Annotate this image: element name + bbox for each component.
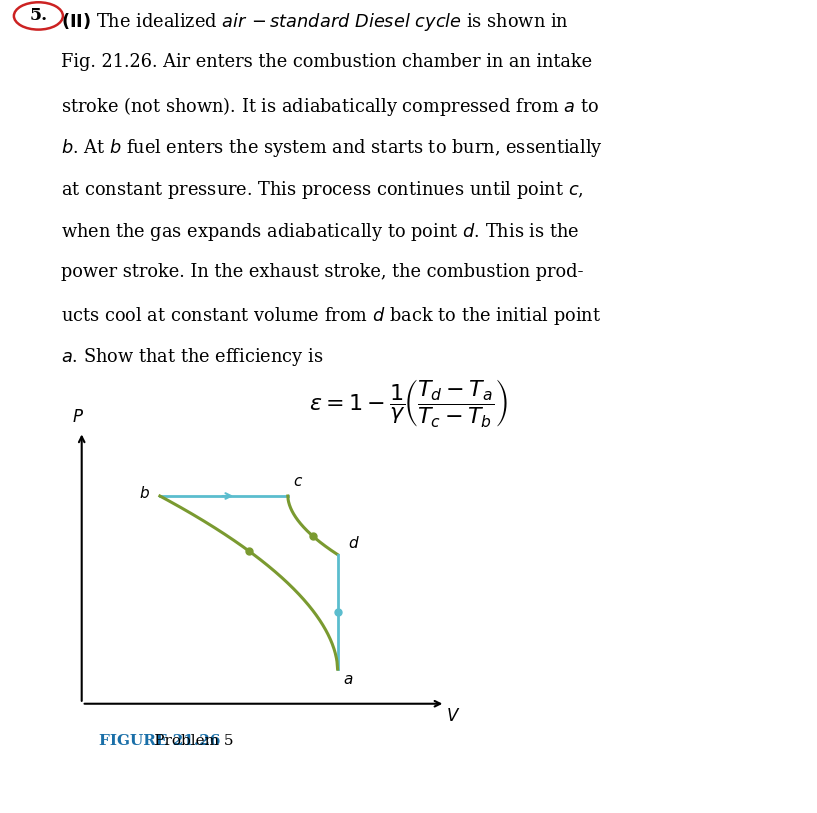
Text: power stroke. In the exhaust stroke, the combustion prod-: power stroke. In the exhaust stroke, the…: [61, 263, 584, 280]
Text: $b$. At $b$ fuel enters the system and starts to burn, essentially: $b$. At $b$ fuel enters the system and s…: [61, 137, 603, 159]
Text: FIGURE 21.26: FIGURE 21.26: [99, 734, 220, 748]
Text: stroke (not shown). It is adiabatically compressed from $a$ to: stroke (not shown). It is adiabatically …: [61, 95, 600, 118]
Text: $V$: $V$: [446, 708, 461, 725]
Text: $\epsilon = 1 - \dfrac{1}{\gamma}\!\left(\dfrac{T_d - T_a}{T_c - T_b}\right)$: $\epsilon = 1 - \dfrac{1}{\gamma}\!\left…: [309, 377, 508, 429]
Text: $\bf{(II)}$ The idealized $\mathit{air\/-standard\ Diesel\ cycle}$ is shown in: $\bf{(II)}$ The idealized $\mathit{air\/…: [61, 11, 569, 33]
Text: $c$: $c$: [293, 475, 303, 489]
Text: at constant pressure. This process continues until point $c$,: at constant pressure. This process conti…: [61, 179, 584, 201]
Text: $a$: $a$: [342, 673, 353, 687]
Text: $d$: $d$: [348, 535, 359, 551]
Text: Problem 5: Problem 5: [86, 734, 233, 748]
Text: $a$. Show that the efficiency is: $a$. Show that the efficiency is: [61, 346, 324, 368]
Text: $b$: $b$: [139, 485, 150, 501]
Text: 5.: 5.: [29, 7, 47, 24]
Text: Fig. 21.26. Air enters the combustion chamber in an intake: Fig. 21.26. Air enters the combustion ch…: [61, 54, 592, 72]
Text: $P$: $P$: [72, 409, 83, 426]
Text: ucts cool at constant volume from $d$ back to the initial point: ucts cool at constant volume from $d$ ba…: [61, 305, 601, 327]
Text: when the gas expands adiabatically to point $d$. This is the: when the gas expands adiabatically to po…: [61, 221, 579, 243]
